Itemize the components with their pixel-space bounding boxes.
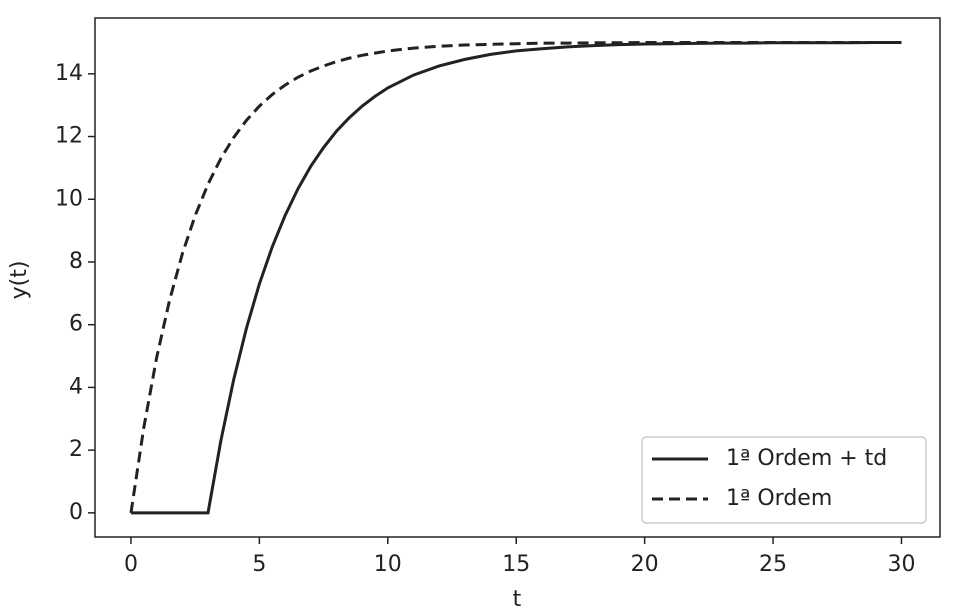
legend-label: 1ª Ordem [726,486,832,511]
x-tick-label: 15 [502,552,530,577]
y-tick-label: 10 [55,186,83,211]
y-tick-label: 12 [55,124,83,149]
plot-frame [94,17,941,538]
y-tick-label: 0 [69,500,83,525]
series-line [129,40,902,514]
legend-label: 1ª Ordem + td [726,446,887,471]
y-tick-label: 8 [69,249,83,274]
x-tick-label: 30 [887,552,915,577]
x-tick-label: 20 [631,552,659,577]
legend-box [641,436,927,524]
x-tick-label: 0 [124,552,138,577]
series-line [130,40,902,515]
x-tick-label: 25 [759,552,787,577]
y-axis-label: y(t) [7,261,32,300]
y-tick-label: 14 [55,61,83,86]
y-tick-label: 4 [69,374,83,399]
x-tick-label: 10 [374,552,402,577]
y-tick-label: 2 [69,437,83,462]
y-tick-label: 6 [69,312,83,337]
x-tick-label: 5 [252,552,266,577]
x-axis-label: t [513,587,522,610]
